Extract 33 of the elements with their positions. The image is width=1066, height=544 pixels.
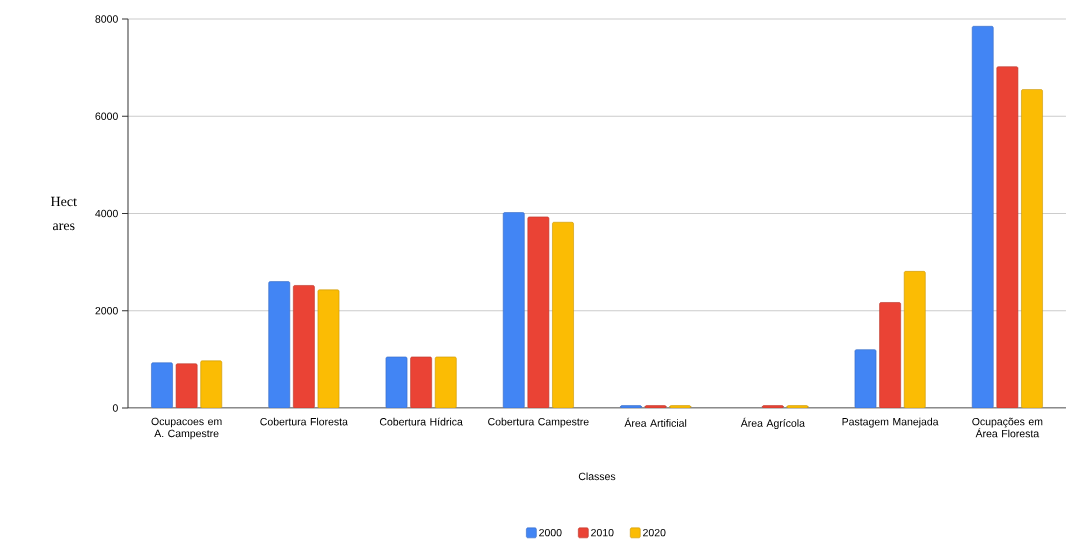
bar [293, 285, 315, 408]
bar [879, 302, 901, 408]
text: Hect ares [50, 196, 77, 231]
legend-label: 2010 [591, 528, 614, 537]
x-tick-label: Área Agrícola [740, 417, 805, 429]
y-tick-label: 0 [112, 404, 118, 412]
bar [175, 363, 198, 408]
y-tick-label: 2000 [95, 307, 118, 315]
bar [502, 212, 525, 408]
y-tick-label: 8000 [95, 15, 118, 23]
x-tick-label: Cobertura Floresta [260, 417, 348, 426]
x-tick-label: Cobertura Hídrica [379, 417, 463, 426]
x-axis-title: Classes [578, 472, 616, 481]
bar [527, 216, 550, 408]
x-tick-label: Área Artificial [624, 417, 687, 427]
bar [1021, 89, 1043, 408]
x-tick-label: Pastagem Manejada [842, 417, 939, 428]
bar [903, 271, 926, 408]
legend-label: 2020 [643, 528, 666, 537]
bar [268, 281, 291, 408]
legend-label: 2000 [539, 528, 562, 537]
bar [200, 360, 223, 408]
y-tick-label: 4000 [95, 209, 118, 218]
bar [552, 221, 574, 408]
bar [410, 356, 432, 408]
bar [971, 26, 994, 408]
x-tick-label: Ocupacoes em A. Campestre [151, 417, 222, 440]
bar [996, 66, 1019, 408]
x-tick-label: Ocupações em Área Floresta [972, 417, 1043, 438]
bar [151, 362, 173, 408]
y-tick-label: 6000 [95, 112, 118, 120]
bar [434, 356, 457, 408]
x-tick-label: Cobertura Campestre [488, 417, 589, 428]
